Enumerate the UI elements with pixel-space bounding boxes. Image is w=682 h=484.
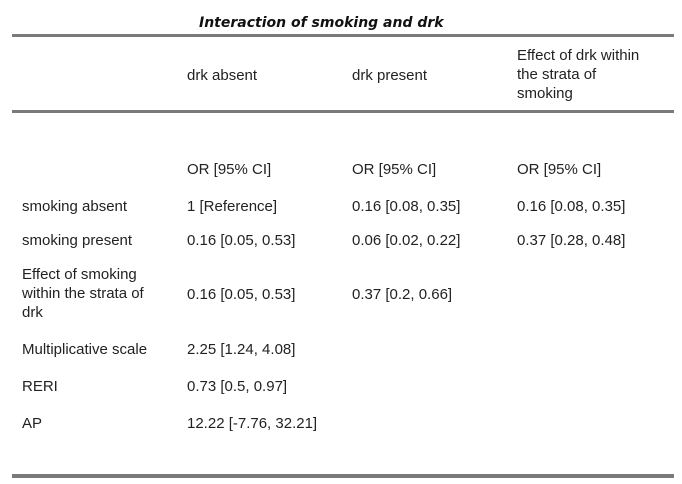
row-label-ap: AP <box>22 415 43 432</box>
bottom-rule <box>12 474 674 478</box>
table-cell: 0.16 [0.08, 0.35] <box>352 198 461 215</box>
header-effect-line: Effect of drk within <box>517 47 640 64</box>
table-cell: 0.16 [0.08, 0.35] <box>517 198 626 215</box>
header-effect-line: smoking <box>517 85 573 102</box>
subheader-or-ci: OR [95% CI] <box>517 161 602 178</box>
row-label-line: Effect of smoking <box>22 266 137 283</box>
row-label-reri: RERI <box>22 378 58 395</box>
row-label-multiplicative-scale: Multiplicative scale <box>22 341 148 358</box>
table-cell: 0.16 [0.05, 0.53] <box>187 232 296 249</box>
table-cell: 0.73 [0.5, 0.97] <box>187 378 288 395</box>
table-cell: 12.22 [-7.76, 32.21] <box>187 415 318 432</box>
header-effect-of-drk: Effect of drk within the strata of smoki… <box>517 46 639 103</box>
table-cell: 0.06 [0.02, 0.22] <box>352 232 461 249</box>
table-title: Interaction of smoking and drk <box>199 15 444 31</box>
subheader-or-ci: OR [95% CI] <box>352 161 437 178</box>
header-rule <box>12 110 674 113</box>
table-cell: 0.37 [0.28, 0.48] <box>517 232 626 249</box>
row-label-smoking-absent: smoking absent <box>22 198 128 215</box>
table-cell: 0.37 [0.2, 0.66] <box>352 286 453 303</box>
header-drk-present: drk present <box>352 67 428 84</box>
subheader-or-ci: OR [95% CI] <box>187 161 272 178</box>
row-label-line: drk <box>22 304 43 321</box>
row-label-line: within the strata of <box>22 285 144 302</box>
table-cell: 0.16 [0.05, 0.53] <box>187 286 296 303</box>
row-label-effect-of-smoking: Effect of smoking within the strata of d… <box>22 265 144 322</box>
top-rule <box>12 34 674 37</box>
table-cell: 1 [Reference] <box>187 198 278 215</box>
table-cell: 2.25 [1.24, 4.08] <box>187 341 296 358</box>
row-label-smoking-present: smoking present <box>22 232 133 249</box>
header-drk-absent: drk absent <box>187 67 258 84</box>
header-effect-line: the strata of <box>517 66 597 83</box>
